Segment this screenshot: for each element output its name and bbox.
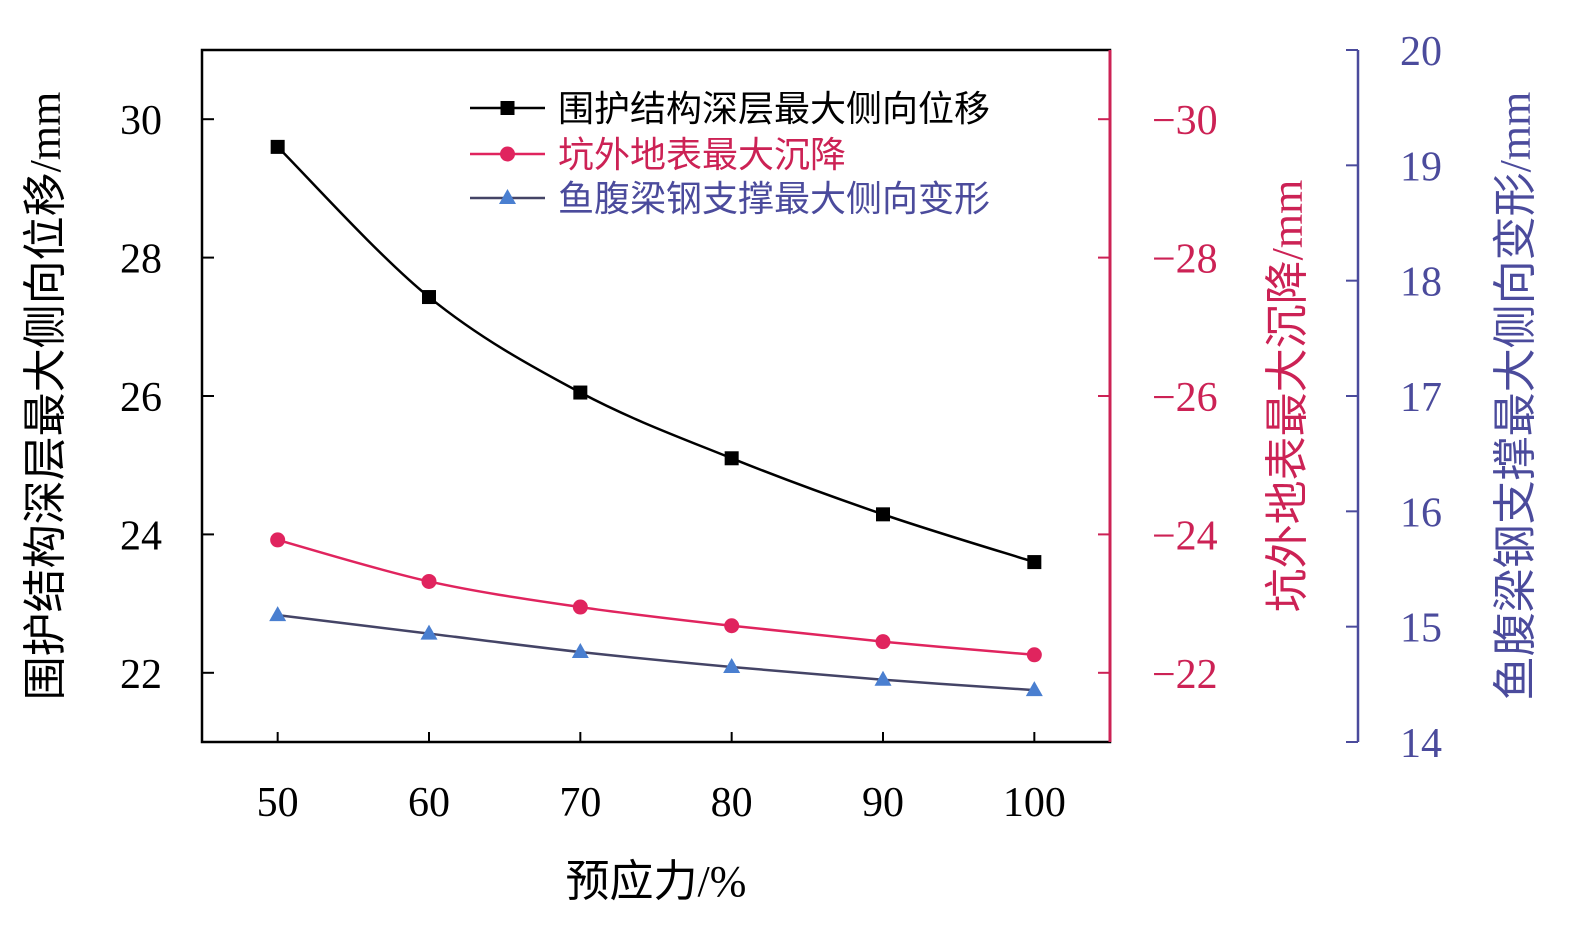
x-tick-label: 100 [1003, 780, 1066, 826]
series-3-point [723, 658, 741, 674]
right2-tick-label: 20 [1400, 29, 1442, 75]
right2-tick-label: 16 [1400, 490, 1442, 536]
legend-label-3: 鱼腹梁钢支撑最大侧向变形 [558, 179, 990, 219]
right2-axis-title: 鱼腹梁钢支撑最大侧向变形/mm [1491, 92, 1540, 701]
x-axis-title: 预应力/% [566, 857, 747, 906]
series-1-point [724, 451, 739, 466]
series-1-point [422, 290, 436, 305]
legend-marker-3 [499, 189, 516, 204]
x-ticks: 50 60 70 80 90 100 [257, 732, 1066, 826]
series-3-point [571, 643, 589, 659]
left-tick-label: 28 [120, 237, 162, 283]
series-2-point [724, 618, 740, 634]
series-3-point [420, 624, 438, 640]
series-3-point [874, 670, 892, 686]
right1-tick-label: −30 [1152, 98, 1218, 144]
right2-tick-label: 18 [1400, 260, 1442, 306]
left-tick-label: 26 [120, 375, 162, 421]
right2-tick-label: 15 [1400, 606, 1442, 652]
right1-tick-label: −24 [1152, 513, 1218, 559]
x-tick-label: 70 [559, 780, 601, 826]
x-tick-label: 60 [408, 780, 450, 826]
series-2-point [421, 573, 437, 589]
legend-marker-2 [500, 146, 515, 162]
left-axis-title: 围护结构深层最大侧向位移/mm [21, 92, 70, 701]
right2-tick-label: 14 [1400, 721, 1442, 767]
left-axis-ticks: 30 28 26 24 22 [120, 98, 214, 698]
right2-tick-label: 17 [1400, 375, 1442, 421]
series-1-point [876, 507, 890, 522]
series-3-point [1025, 681, 1043, 697]
right1-axis-title: 坑外地表最大沉降/mm [1263, 180, 1312, 613]
series-2-point [270, 532, 286, 548]
series-1-point [270, 139, 285, 154]
series-layer [269, 139, 1043, 697]
right1-tick-label: −22 [1152, 652, 1218, 698]
left-tick-label: 24 [120, 513, 162, 559]
x-tick-label: 90 [862, 780, 904, 826]
series-2-point [875, 634, 891, 650]
right1-tick-label: −28 [1152, 237, 1218, 283]
series-line-3 [277, 613, 1035, 692]
right1-tick-label: −26 [1152, 375, 1218, 421]
x-tick-label: 80 [711, 780, 753, 826]
series-line-2 [277, 538, 1035, 657]
right2-axis-ticks: 20 19 18 17 16 15 14 [1346, 29, 1442, 767]
series-line-1 [276, 145, 1035, 564]
legend-label-2: 坑外地表最大沉降 [558, 135, 846, 175]
series-1-point [1027, 555, 1042, 570]
legend-label-1: 围护结构深层最大侧向位移 [558, 89, 990, 129]
right1-axis-ticks: −30 −28 −26 −24 −22 [1098, 98, 1218, 698]
x-tick-label: 50 [257, 780, 299, 826]
series-2-point [1026, 647, 1042, 663]
left-tick-label: 22 [120, 652, 162, 698]
series-2-point [572, 599, 588, 615]
right2-tick-label: 19 [1400, 144, 1442, 190]
series-3-point [269, 606, 287, 622]
left-tick-label: 30 [120, 98, 162, 144]
series-1-point [573, 385, 588, 400]
legend-marker-1 [500, 101, 515, 115]
